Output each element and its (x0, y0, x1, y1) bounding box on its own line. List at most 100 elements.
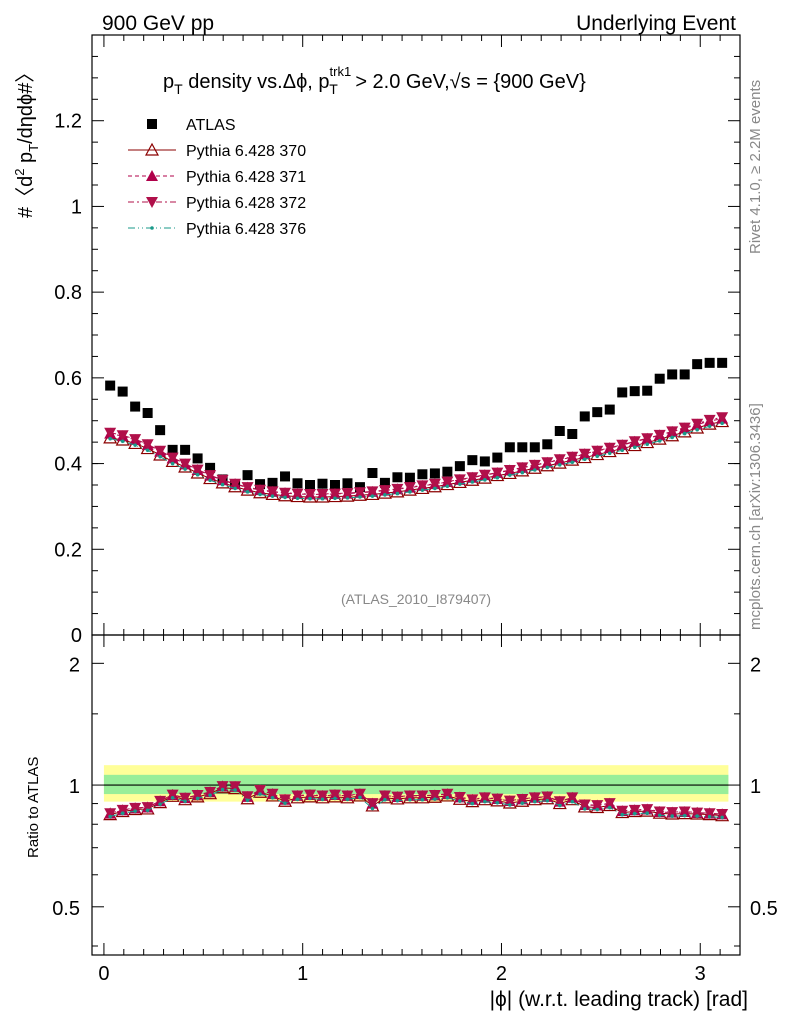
ratio-series-3-point (657, 813, 662, 818)
ratio-series-3-point (258, 792, 262, 796)
series-3-point (391, 483, 404, 495)
ratio-series-3-point (395, 798, 400, 803)
series-3-point (578, 448, 591, 460)
series-0-point (692, 359, 703, 370)
ratio-ytick-label-right: 0.5 (750, 898, 778, 920)
series-3-point (691, 418, 704, 430)
series-3-point (441, 476, 454, 488)
ratio-series-2-point (229, 781, 242, 793)
series-0-point (667, 369, 678, 380)
ratio-series-3-point (245, 798, 250, 803)
ratio-series-3-point (420, 797, 425, 802)
series-4-point (120, 439, 125, 444)
series-4-point (358, 495, 362, 499)
ratio-series-3-point (645, 811, 650, 815)
series-4-point (245, 490, 250, 494)
series-4-point (533, 468, 537, 472)
series-0-point (579, 411, 590, 422)
series-4-point (545, 465, 550, 470)
legend: ATLAS Pythia 6.428 370 Pythia 6.428 371 Pyt… (128, 117, 306, 238)
series-4-point (695, 427, 699, 432)
series-0-point (554, 426, 565, 436)
ratio-series-3-point (233, 788, 237, 792)
ratio-series-2-point (378, 790, 391, 802)
series-4-point (370, 494, 375, 498)
series-3-line (110, 416, 723, 495)
series-4-point (707, 424, 712, 429)
series-4-point (582, 457, 587, 462)
ratio-series-3-point (483, 799, 487, 804)
ratio-series-2-point (541, 791, 554, 803)
series-4-point (195, 472, 200, 477)
series-3-point (541, 457, 554, 469)
series-4-point (682, 431, 687, 436)
series-3-point (591, 445, 604, 457)
chart-title: pT density vs.Δϕ, ptrk1 T > 2.0 GeV,√s = … (163, 64, 586, 97)
x-axis-label: |ϕ| (w.r.t. leading track) [rad] (490, 988, 748, 1011)
ratio-panel-frame (91, 634, 741, 956)
series-4-point (557, 463, 562, 467)
series-4-point (570, 460, 575, 465)
series-4-point (283, 495, 287, 500)
series-3-point (703, 414, 716, 426)
series-3-point (653, 429, 666, 441)
ratio-data-points (103, 780, 730, 822)
series-4-point (445, 484, 450, 489)
series-0-point (592, 407, 603, 418)
ratio-series-2-point (516, 793, 529, 805)
series-3-point (628, 436, 641, 448)
ratio-series-2-point (441, 788, 454, 800)
xtick-label: 3 (695, 963, 706, 985)
series-4-point (333, 496, 337, 501)
ratio-series-3-point (520, 801, 525, 805)
series-4-point (670, 435, 674, 440)
series-0-point (155, 425, 166, 436)
series-0-point (704, 357, 715, 368)
ratio-series-3-point (582, 807, 587, 811)
series-4-point (220, 482, 225, 487)
legend-label: Pythia 6.428 372 (186, 195, 306, 212)
ratio-series-2-point (266, 788, 279, 800)
ratio-series-3-point (308, 796, 312, 801)
series-0-point (717, 357, 728, 368)
series-0-point (404, 472, 415, 483)
series-0-point (167, 444, 178, 455)
ratio-series-2-point (653, 806, 666, 818)
ratio-series-3-point (720, 815, 724, 820)
ratio-series-3-point (533, 799, 537, 804)
ratio-series-3-point (133, 809, 137, 813)
series-4-line (110, 422, 723, 500)
series-3-point (666, 426, 679, 438)
ratio-series-2-point (503, 795, 516, 807)
ratio-series-2-point (591, 800, 604, 812)
ratio-series-3-point (495, 800, 500, 805)
series-3-point (603, 442, 616, 454)
series-0-point (105, 380, 116, 391)
ratio-series-3-point (383, 797, 387, 802)
series-4-point (233, 486, 237, 491)
ratio-series-2-point (491, 793, 504, 805)
ratio-series-3-point (670, 814, 674, 818)
y-axis-label-main: #〈d2 pT/dηdϕ#〉 (12, 63, 41, 218)
ratio-series-2-point (566, 792, 579, 804)
ratio-series-2-point (204, 786, 217, 798)
ratio-series-3-point (370, 806, 375, 811)
series-0-point (679, 369, 690, 380)
legend-label: Pythia 6.428 370 (186, 143, 306, 160)
series-4-point (595, 454, 600, 459)
series-0-point (192, 453, 203, 464)
series-4-point (383, 493, 387, 497)
ratio-series-2-point (116, 804, 129, 816)
ratio-series-2-point (353, 788, 366, 800)
ratio-series-2-point (678, 806, 691, 818)
series-0-point (317, 478, 328, 489)
series-4-point (508, 473, 512, 477)
ratio-series-2-point (104, 808, 117, 820)
ratio-series-2-point (603, 798, 616, 810)
series-4-point (295, 496, 300, 501)
series-4-point (433, 486, 437, 491)
series-4-point (408, 490, 412, 494)
series-0-point (242, 470, 253, 481)
series-4-point (345, 496, 350, 500)
series-0-point (504, 442, 515, 453)
